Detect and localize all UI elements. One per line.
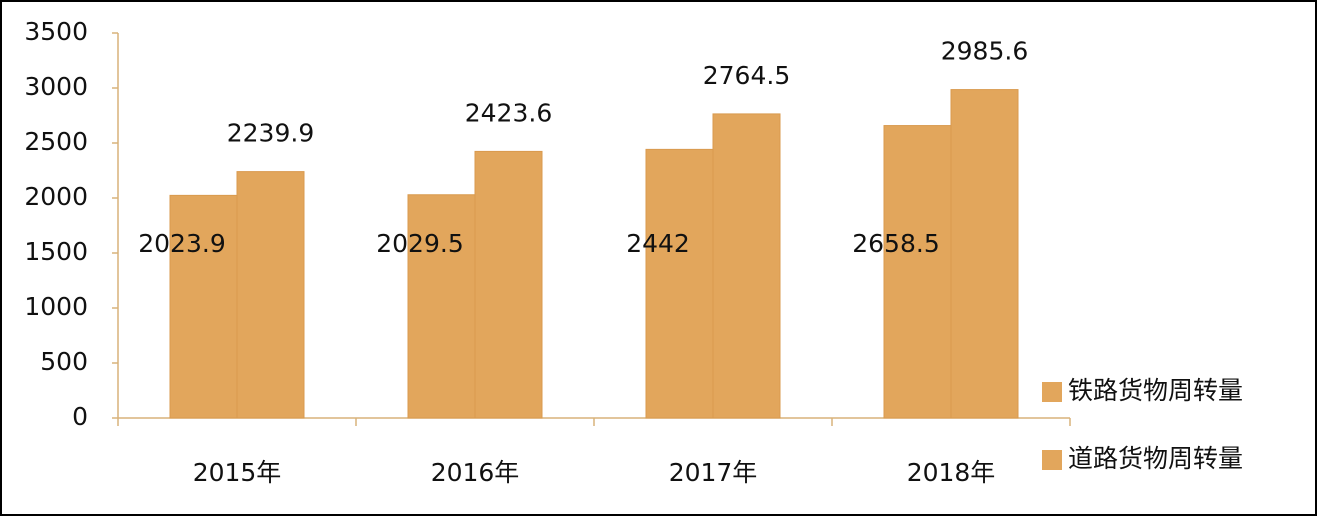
x-tick-label: 2017年 — [669, 458, 758, 487]
bar — [169, 194, 238, 419]
y-tick-label: 500 — [40, 347, 88, 376]
x-tick-label: 2016年 — [431, 458, 520, 487]
y-tick-label: 1000 — [24, 292, 88, 321]
data-label: 2658.5 — [852, 229, 939, 258]
bar — [712, 113, 781, 419]
data-label: 2029.5 — [376, 229, 463, 258]
data-label: 2023.9 — [138, 229, 225, 258]
x-tick-label: 2018年 — [907, 458, 996, 487]
data-label: 2764.5 — [703, 61, 790, 90]
data-label: 2985.6 — [941, 37, 1028, 66]
y-tick-label: 2000 — [24, 182, 88, 211]
y-tick-label: 1500 — [24, 237, 88, 266]
y-tick-label: 0 — [72, 402, 88, 431]
data-label: 2239.9 — [227, 119, 314, 148]
legend-label: 铁路货物周转量 — [1068, 376, 1243, 405]
bar — [950, 89, 1019, 419]
data-label: 2442 — [626, 229, 690, 258]
x-tick-label: 2015年 — [193, 458, 282, 487]
bar — [474, 150, 543, 419]
y-tick-label: 2500 — [24, 127, 88, 156]
bar — [407, 194, 476, 419]
legend-swatch — [1042, 382, 1062, 402]
legend-label: 道路货物周转量 — [1068, 444, 1243, 473]
bar — [883, 125, 952, 419]
y-tick-label: 3000 — [24, 72, 88, 101]
bar — [236, 171, 305, 419]
y-tick-label: 3500 — [24, 17, 88, 46]
legend-swatch — [1042, 450, 1062, 470]
data-label: 2423.6 — [465, 98, 552, 127]
bar — [645, 148, 714, 419]
